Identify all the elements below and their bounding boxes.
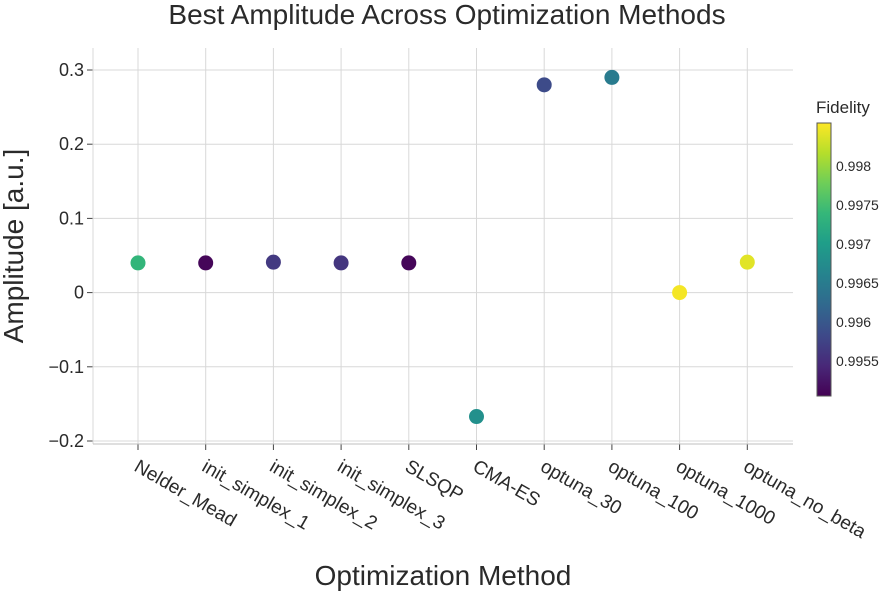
data-point-init_simplex_1 (198, 255, 214, 271)
y-tick-label: −0.1 (48, 357, 84, 377)
x-tick-label: CMA-ES (469, 456, 544, 511)
colorbar-tick-label: 0.9955 (836, 353, 879, 369)
colorbar-title: Fidelity (816, 98, 870, 117)
colorbar-tick-label: 0.997 (836, 236, 871, 252)
colorbar-tick-label: 0.9975 (836, 197, 879, 213)
data-point-CMA-ES (469, 409, 484, 425)
data-point-init_simplex_2 (265, 254, 281, 270)
data-point-optuna_1000 (672, 285, 688, 301)
chart-title: Best Amplitude Across Optimization Metho… (168, 0, 726, 30)
y-tick-label: 0.2 (59, 134, 84, 154)
y-tick-label: 0.3 (59, 60, 84, 80)
data-point-SLSQP (401, 255, 417, 271)
colorbar-tick-label: 0.998 (836, 158, 871, 174)
data-point-optuna_no_beta (739, 254, 755, 270)
data-point-init_simplex_3 (333, 255, 349, 271)
x-axis-label: Optimization Method (314, 560, 572, 591)
data-point-optuna_100 (604, 69, 620, 85)
data-point-optuna_30 (536, 77, 552, 93)
y-tick-label: −0.2 (48, 431, 84, 451)
y-tick-label: 0.1 (59, 208, 84, 228)
y-tick-label: 0 (74, 283, 84, 303)
colorbar-tick-label: 0.996 (836, 314, 871, 330)
colorbar-tick-label: 0.9965 (836, 275, 879, 291)
colorbar (816, 122, 832, 397)
data-point-Nelder_Mead (130, 255, 146, 271)
